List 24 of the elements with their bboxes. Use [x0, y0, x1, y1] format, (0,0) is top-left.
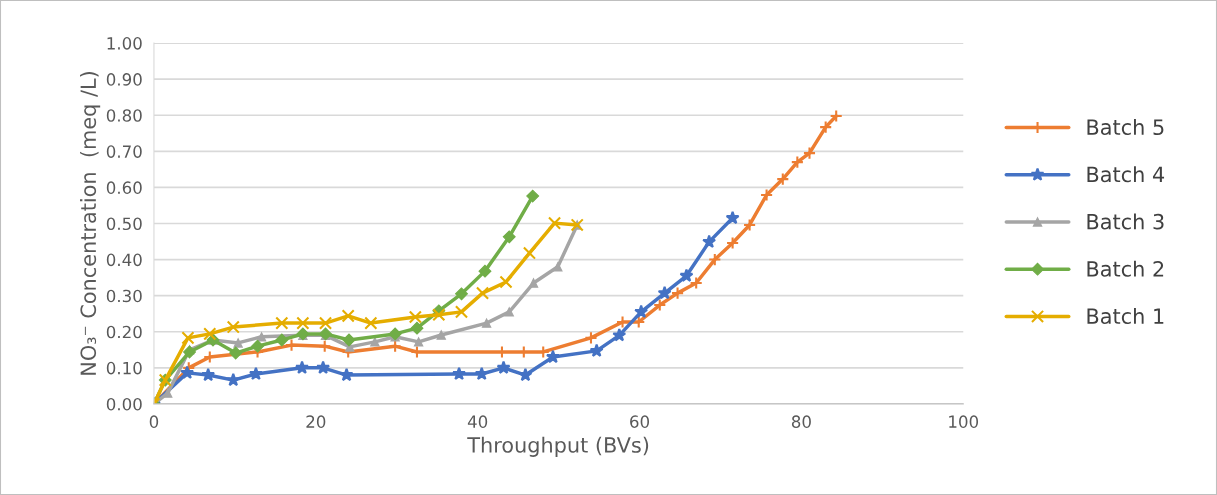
y-tick-label: 0.50	[106, 217, 142, 231]
y-tick-label: 0.30	[106, 289, 142, 303]
y-axis-title: NO₃⁻ Concentration (meq /L)	[80, 72, 101, 375]
legend-label: Batch 1	[1087, 307, 1164, 325]
x-tick-label: 100	[949, 415, 979, 428]
y-tick-label: 0.60	[106, 181, 142, 194]
x-tick-label: 0	[149, 415, 159, 428]
x-tick-label: 80	[791, 415, 811, 428]
y-tick-label: 0.90	[106, 73, 142, 86]
y-tick-label: 0.20	[106, 325, 142, 339]
legend-label: Batch 4	[1087, 166, 1165, 183]
x-tick-label: 60	[630, 415, 650, 428]
x-tick-label: 20	[306, 415, 326, 428]
y-tick-label: 0.70	[106, 145, 142, 158]
x-tick-label: 40	[467, 415, 488, 428]
legend-label: Batch 2	[1087, 260, 1164, 277]
y-tick-label: 0.40	[106, 253, 142, 267]
legend-label: Batch 3	[1087, 213, 1164, 230]
y-tick-label: 0.00	[106, 397, 142, 411]
x-axis-title: Throughput (BVs)	[467, 436, 649, 457]
y-tick-label: 1.00	[107, 37, 142, 50]
y-tick-label: 0.10	[106, 361, 142, 375]
y-tick-label: 0.80	[106, 109, 142, 122]
legend-label: Batch 5	[1087, 118, 1164, 136]
